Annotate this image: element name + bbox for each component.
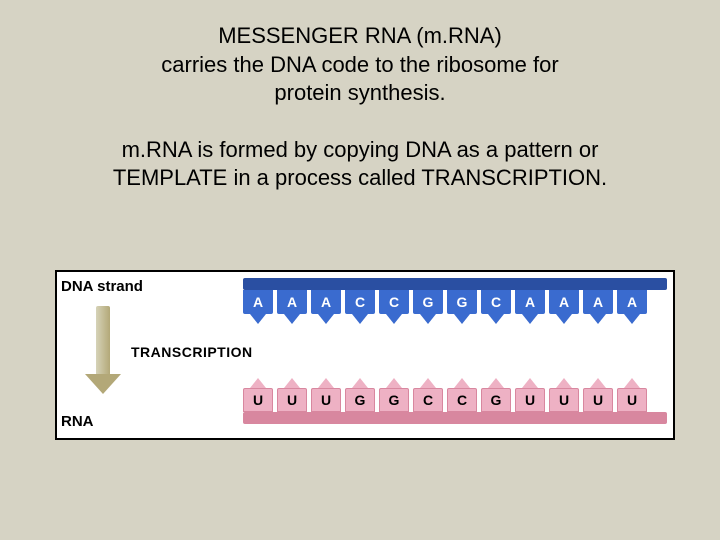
rna-base-tip	[522, 378, 538, 388]
rna-base: C	[447, 378, 477, 412]
dna-base: G	[447, 290, 477, 324]
dna-base-tip	[590, 314, 606, 324]
dna-bases-row: AAACCGGCAAAA	[243, 290, 647, 324]
rna-base: U	[549, 378, 579, 412]
title-block: MESSENGER RNA (m.RNA) carries the DNA co…	[0, 0, 720, 108]
dna-base: A	[243, 290, 273, 324]
rna-base-tip	[250, 378, 266, 388]
rna-base: G	[379, 378, 409, 412]
dna-base-letter: A	[583, 290, 613, 314]
arrow-shaft	[96, 306, 110, 376]
rna-bases-row: UUUGGCCGUUUU	[243, 378, 647, 412]
rna-base-letter: G	[481, 388, 511, 412]
rna-base-letter: G	[379, 388, 409, 412]
dna-base: A	[583, 290, 613, 324]
rna-base-letter: U	[549, 388, 579, 412]
rna-base-letter: U	[311, 388, 341, 412]
rna-base: G	[481, 378, 511, 412]
title-line2: carries the DNA code to the ribosome for	[0, 51, 720, 80]
dna-base-tip	[556, 314, 572, 324]
dna-base-letter: A	[515, 290, 545, 314]
rna-base-tip	[590, 378, 606, 388]
rna-base-tip	[386, 378, 402, 388]
arrow-head	[85, 374, 121, 394]
dna-base-letter: A	[243, 290, 273, 314]
dna-base-tip	[284, 314, 300, 324]
dna-base: A	[515, 290, 545, 324]
dna-base-letter: G	[447, 290, 477, 314]
dna-base-tip	[318, 314, 334, 324]
rna-base: U	[515, 378, 545, 412]
dna-base-letter: A	[311, 290, 341, 314]
rna-base-tip	[454, 378, 470, 388]
dna-base-letter: G	[413, 290, 443, 314]
rna-base: U	[311, 378, 341, 412]
subtitle-line2: TEMPLATE in a process called TRANSCRIPTI…	[72, 164, 648, 193]
title-line1: MESSENGER RNA (m.RNA)	[0, 22, 720, 51]
rna-base-letter: U	[617, 388, 647, 412]
subtitle-block: m.RNA is formed by copying DNA as a patt…	[0, 108, 720, 193]
rna-base: C	[413, 378, 443, 412]
rna-base-letter: U	[583, 388, 613, 412]
dna-backbone	[243, 278, 667, 290]
rna-base-tip	[556, 378, 572, 388]
dna-base: C	[345, 290, 375, 324]
dna-base: A	[549, 290, 579, 324]
dna-base: A	[617, 290, 647, 324]
rna-base-letter: C	[413, 388, 443, 412]
rna-base-letter: C	[447, 388, 477, 412]
dna-base-tip	[420, 314, 436, 324]
rna-base-tip	[624, 378, 640, 388]
dna-base: C	[481, 290, 511, 324]
rna-base: U	[583, 378, 613, 412]
dna-base-letter: A	[549, 290, 579, 314]
rna-base-letter: U	[277, 388, 307, 412]
down-arrow-icon	[85, 306, 121, 396]
rna-base: U	[277, 378, 307, 412]
dna-base-letter: A	[277, 290, 307, 314]
rna-base-letter: G	[345, 388, 375, 412]
dna-base-letter: C	[379, 290, 409, 314]
rna-base-tip	[352, 378, 368, 388]
dna-strand-label: DNA strand	[61, 278, 143, 295]
dna-base-tip	[352, 314, 368, 324]
subtitle-line1: m.RNA is formed by copying DNA as a patt…	[72, 136, 648, 165]
rna-base-tip	[420, 378, 436, 388]
dna-base-letter: C	[481, 290, 511, 314]
dna-base-tip	[454, 314, 470, 324]
dna-base: C	[379, 290, 409, 324]
rna-base-tip	[284, 378, 300, 388]
dna-base-tip	[488, 314, 504, 324]
dna-base-tip	[386, 314, 402, 324]
dna-base-tip	[250, 314, 266, 324]
transcription-label: TRANSCRIPTION	[131, 344, 253, 360]
dna-base: A	[311, 290, 341, 324]
rna-base: U	[617, 378, 647, 412]
rna-base: G	[345, 378, 375, 412]
transcription-diagram: DNA strand TRANSCRIPTION RNA AAACCGGCAAA…	[55, 270, 675, 440]
dna-base-tip	[624, 314, 640, 324]
title-line3: protein synthesis.	[0, 79, 720, 108]
dna-base: A	[277, 290, 307, 324]
left-labels-column: DNA strand	[61, 278, 201, 296]
dna-base: G	[413, 290, 443, 324]
rna-base-letter: U	[515, 388, 545, 412]
dna-base-tip	[522, 314, 538, 324]
dna-base-letter: C	[345, 290, 375, 314]
rna-backbone	[243, 412, 667, 424]
rna-base-tip	[488, 378, 504, 388]
rna-base-tip	[318, 378, 334, 388]
rna-base: U	[243, 378, 273, 412]
rna-base-letter: U	[243, 388, 273, 412]
dna-base-letter: A	[617, 290, 647, 314]
rna-label: RNA	[61, 413, 94, 430]
